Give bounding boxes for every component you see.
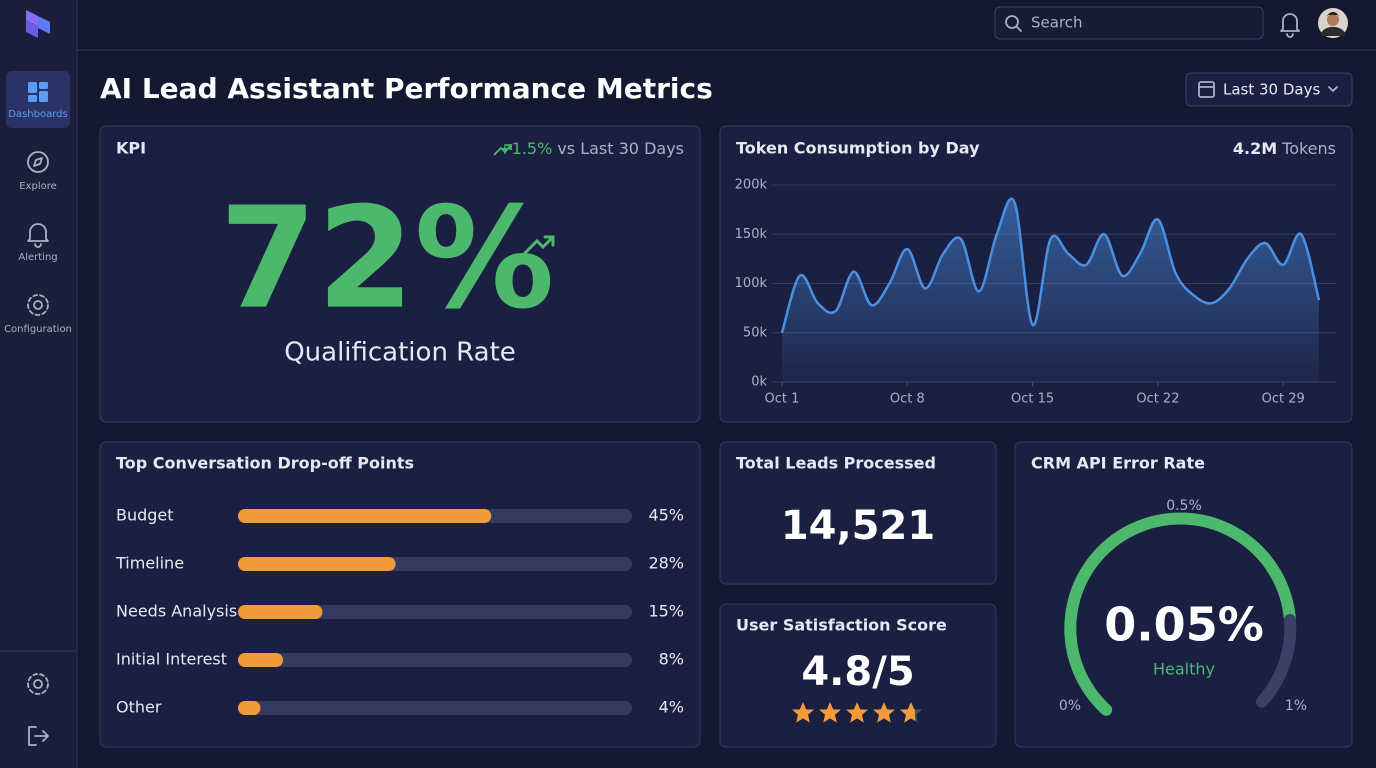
y-tick-label: 0k	[751, 375, 767, 390]
trend-icon	[493, 144, 512, 156]
satisfaction-card	[719, 603, 997, 748]
bar-track	[238, 605, 632, 619]
category-label: Other	[116, 698, 162, 717]
value-label: 28%	[648, 554, 684, 573]
y-tick-label: 150k	[735, 227, 768, 242]
x-tick-label: Oct 15	[1011, 392, 1054, 407]
trend-icon	[523, 235, 555, 255]
value-label: 45%	[648, 506, 684, 525]
value-label: 15%	[648, 602, 684, 621]
avatar[interactable]	[1318, 8, 1348, 38]
card-title: Token Consumption by Day	[736, 139, 980, 158]
category-label: Needs Analysis	[116, 602, 237, 621]
line	[780, 197, 1321, 334]
kpi-label: Qualification Rate	[284, 338, 516, 368]
leads-card	[719, 441, 997, 585]
category-label: Budget	[116, 506, 174, 525]
kpi-card	[99, 125, 701, 423]
gauge-mid-label: 0.5%	[1166, 498, 1202, 514]
value-label: 4%	[659, 698, 684, 717]
bar-track	[238, 701, 632, 715]
total-value: 4.2M	[1233, 139, 1277, 158]
x-tick-label: Oct 22	[1136, 392, 1179, 407]
bar	[238, 509, 492, 523]
card-title: Total Leads Processed	[736, 454, 936, 473]
nav-configuration[interactable]: Configuration	[4, 294, 72, 335]
card-title: CRM API Error Rate	[1031, 454, 1205, 473]
x-tick-label: Oct 8	[890, 392, 925, 407]
date-range-label: Last 30 Days	[1223, 81, 1320, 99]
logout-button[interactable]	[28, 726, 49, 746]
area-fill	[782, 198, 1319, 382]
active-nav-bg	[6, 71, 70, 128]
date-range-picker[interactable]: Last 30 Days	[1185, 72, 1353, 107]
bar	[238, 605, 323, 619]
y-tick-label: 50k	[743, 325, 768, 340]
nav-alerting[interactable]: Alerting	[18, 223, 58, 263]
gauge-value: 0.05%	[1104, 598, 1264, 652]
card-title: User Satisfaction Score	[736, 616, 947, 635]
page-title: AI Lead Assistant Performance Metrics	[100, 72, 713, 105]
nav-label: Explore	[19, 181, 57, 192]
comparison: vs Last 30 Days	[557, 139, 684, 158]
nav-label: Configuration	[4, 324, 72, 335]
bar	[238, 653, 284, 667]
satisfaction-value: 4.8/5	[801, 649, 914, 695]
change-value: +1.5%	[498, 139, 552, 158]
card-title: Top Conversation Drop-off Points	[116, 454, 414, 473]
gauge-min-label: 0%	[1059, 698, 1081, 714]
token-total: 4.2M Tokens	[1233, 139, 1336, 158]
x-tick-label: Oct 1	[765, 392, 800, 407]
total-unit: Tokens	[1281, 139, 1336, 158]
x-tick-label: Oct 29	[1262, 392, 1305, 407]
bar	[238, 557, 396, 571]
nav-dashboards[interactable]: Dashboards	[8, 82, 68, 120]
kpi-value: 72%	[219, 178, 554, 341]
nav-label: Dashboards	[8, 109, 67, 120]
value-label: 8%	[659, 650, 684, 669]
nav-label: Alerting	[18, 252, 57, 263]
leads-value: 14,521	[781, 503, 935, 549]
kpi-change: +1.5% vs Last 30 Days	[498, 139, 684, 158]
bar-track	[238, 653, 632, 667]
y-tick-label: 100k	[735, 276, 768, 291]
search-placeholder: Search	[1031, 14, 1083, 32]
gauge-arc	[1064, 512, 1296, 716]
search-box[interactable]: Search	[994, 6, 1264, 40]
gauge-status: Healthy	[1153, 660, 1215, 679]
nav-explore[interactable]: Explore	[19, 151, 57, 192]
logo	[26, 10, 50, 38]
notifications-button[interactable]	[1280, 13, 1300, 38]
settings-button[interactable]	[27, 673, 49, 695]
category-label: Timeline	[115, 554, 184, 573]
gauge-max-label: 1%	[1285, 698, 1307, 714]
gauge-track	[1255, 614, 1297, 708]
category-label: Initial Interest	[116, 650, 227, 669]
y-tick-label: 200k	[735, 178, 768, 193]
card-title: KPI	[116, 139, 146, 158]
error-rate-card	[1014, 441, 1353, 748]
bar	[238, 701, 261, 715]
